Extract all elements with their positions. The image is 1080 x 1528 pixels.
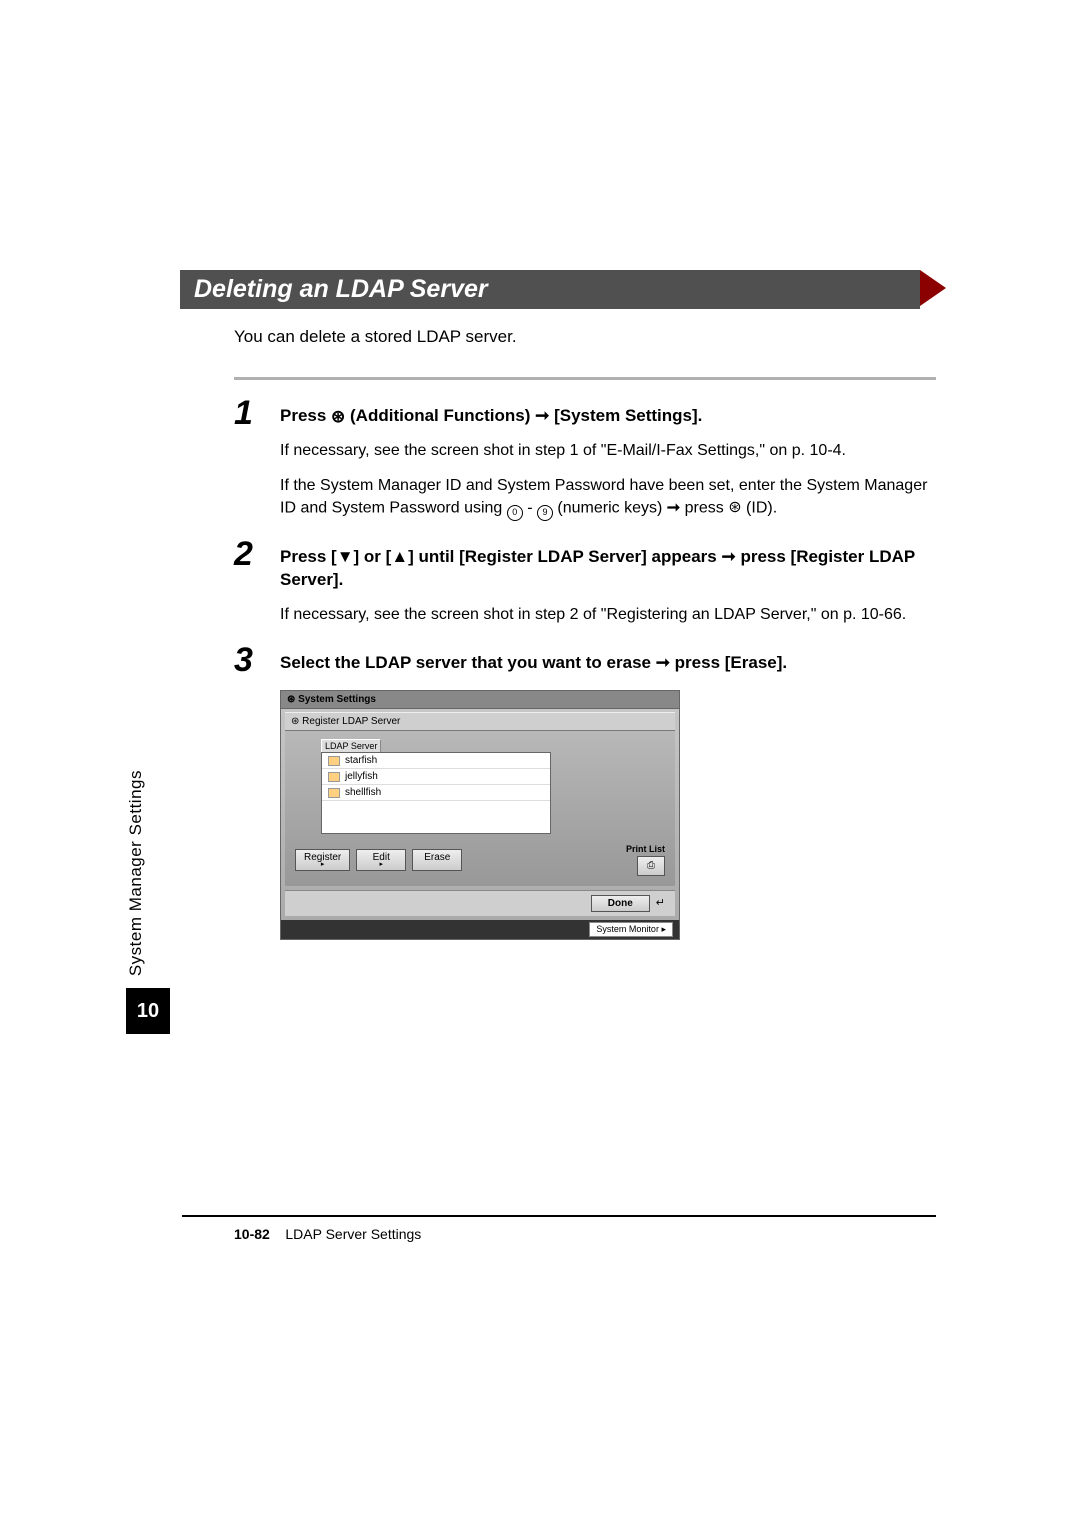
server-icon (328, 788, 340, 798)
printer-icon: ⎙ (647, 860, 655, 871)
step-1-body-2: If the System Manager ID and System Pass… (280, 475, 940, 521)
chapter-side-tab: System Manager Settings 10 (126, 770, 170, 1034)
system-monitor-button[interactable]: System Monitor ▸ (589, 922, 673, 937)
screenshot-status-bar: System Monitor ▸ (281, 920, 679, 939)
text: Press (280, 406, 331, 425)
text: ] until [Register LDAP Server] appears (408, 547, 721, 566)
edit-button[interactable]: Edit▸ (356, 849, 406, 871)
button-label: Done (608, 898, 633, 909)
chevron-right-icon: ▸ (304, 863, 341, 868)
text: press (680, 500, 728, 517)
footer-rule (182, 1215, 936, 1217)
additional-functions-icon: ⊛ (331, 405, 345, 429)
button-label: System Monitor (596, 924, 659, 934)
page-footer: 10-82 LDAP Server Settings (234, 1226, 421, 1242)
screenshot-container: ⊛ System Settings ⊛ Register LDAP Server… (280, 690, 940, 940)
print-list-section: Print List ⎙ (555, 844, 665, 876)
list-item[interactable]: shellfish (322, 785, 550, 801)
back-icon: ⊛ (287, 694, 298, 705)
button-label: Erase (424, 852, 450, 863)
text: Press [ (280, 547, 337, 566)
numeric-key-0-icon: 0 (507, 505, 523, 521)
step-2-number: 2 (234, 535, 253, 574)
done-row: Done ↵ (285, 890, 675, 916)
step-3: 3 Select the LDAP server that you want t… (234, 651, 940, 675)
text: ] or [ (354, 547, 392, 566)
text: [System Settings]. (549, 406, 702, 425)
server-icon (328, 772, 340, 782)
erase-button[interactable]: Erase (412, 849, 462, 871)
print-button[interactable]: ⎙ (637, 856, 665, 876)
screenshot-subtitle-text: Register LDAP Server (302, 716, 400, 727)
id-button-icon: ⊛ (728, 497, 741, 519)
screenshot-title: System Settings (298, 694, 376, 705)
screenshot-subtitle: ⊛ Register LDAP Server (285, 712, 675, 731)
step-2: 2 Press [▼] or [▲] until [Register LDAP … (234, 545, 940, 627)
down-arrow-icon: ▼ (337, 547, 354, 566)
screenshot: ⊛ System Settings ⊛ Register LDAP Server… (280, 690, 680, 940)
back-icon: ⊛ (291, 716, 302, 727)
step-2-title: Press [▼] or [▲] until [Register LDAP Se… (280, 545, 940, 593)
arrow-icon: ➞ (535, 406, 549, 425)
server-icon (328, 756, 340, 766)
footer-label: LDAP Server Settings (285, 1226, 421, 1242)
text: (Additional Functions) (345, 406, 535, 425)
arrow-icon: ➞ (656, 653, 670, 672)
section-divider (234, 377, 936, 380)
button-group: Register▸ Edit▸ Erase (295, 849, 462, 871)
page-number: 10-82 (234, 1226, 270, 1242)
list-item-label: shellfish (345, 787, 381, 798)
step-3-number: 3 (234, 641, 253, 680)
text: (ID). (742, 500, 778, 517)
arrow-icon: ➞ (721, 547, 735, 566)
step-2-body-1: If necessary, see the screen shot in ste… (280, 604, 940, 626)
text: (numeric keys) (553, 500, 667, 517)
screenshot-main-panel: LDAP Server starfish jellyfish shellfish… (285, 731, 675, 886)
step-1-number: 1 (234, 394, 253, 433)
text: - (523, 500, 537, 517)
step-1: 1 Press ⊛ (Additional Functions) ➞ [Syst… (234, 404, 940, 521)
numeric-key-9-icon: 9 (537, 505, 553, 521)
arrow-icon: ➞ (667, 500, 680, 517)
step-1-body-1: If necessary, see the screen shot in ste… (280, 440, 940, 462)
register-button[interactable]: Register▸ (295, 849, 350, 871)
section-header: Deleting an LDAP Server (180, 270, 920, 309)
chevron-right-icon: ▸ (365, 863, 397, 868)
listbox-label: LDAP Server (321, 739, 381, 752)
ldap-server-listbox[interactable]: starfish jellyfish shellfish (321, 752, 551, 834)
chevron-right-icon: ▸ (661, 924, 666, 934)
return-icon: ↵ (656, 896, 665, 909)
chapter-side-label: System Manager Settings (126, 770, 146, 976)
print-list-label: Print List (555, 844, 665, 854)
list-item-label: jellyfish (345, 771, 378, 782)
intro-text: You can delete a stored LDAP server. (234, 327, 940, 347)
chapter-number-box: 10 (126, 988, 170, 1034)
text: Select the LDAP server that you want to … (280, 653, 656, 672)
up-arrow-icon: ▲ (391, 547, 408, 566)
text: press [Erase]. (670, 653, 787, 672)
step-1-title: Press ⊛ (Additional Functions) ➞ [System… (280, 404, 940, 428)
list-item-label: starfish (345, 755, 377, 766)
screenshot-titlebar: ⊛ System Settings (281, 691, 679, 709)
done-button[interactable]: Done (591, 895, 650, 912)
list-item[interactable]: starfish (322, 753, 550, 769)
step-3-title: Select the LDAP server that you want to … (280, 651, 940, 675)
list-item[interactable]: jellyfish (322, 769, 550, 785)
